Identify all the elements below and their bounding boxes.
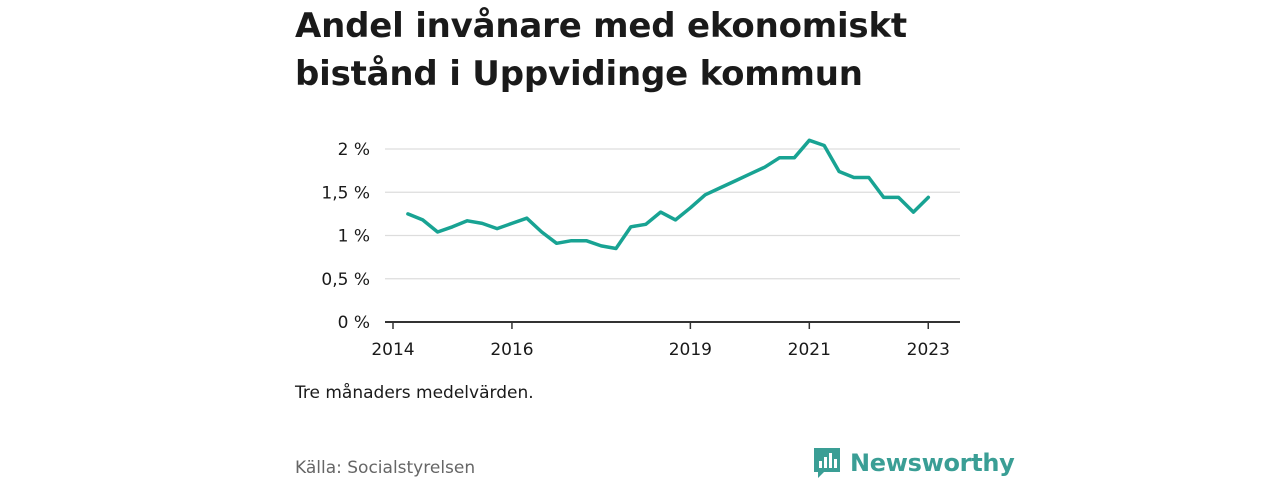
x-tick-label: 2023 — [907, 340, 950, 360]
x-tick-label: 2014 — [371, 340, 414, 360]
newsworthy-logo[interactable]: Newsworthy — [812, 446, 1015, 480]
chart-title-line-2: bistånd i Uppvidinge kommun — [295, 54, 863, 94]
source-credit: Källa: Socialstyrelsen — [295, 458, 476, 478]
x-tick-label: 2019 — [669, 340, 712, 360]
y-tick-label: 1 % — [338, 227, 370, 247]
series-line — [406, 138, 931, 251]
x-tick-label: 2021 — [788, 340, 831, 360]
chart-title: Andel invånare med ekonomiskt bistånd i … — [295, 2, 995, 98]
x-tick-label: 2016 — [490, 340, 533, 360]
y-tick-label: 2 % — [338, 140, 370, 160]
bar-chart-logo-icon — [814, 448, 840, 478]
y-tick-label: 0,5 % — [321, 270, 370, 290]
y-tick-label: 1,5 % — [321, 183, 370, 203]
chart-note: Tre månaders medelvärden. — [295, 383, 534, 403]
chart-title-line-1: Andel invånare med ekonomiskt — [295, 6, 907, 46]
brand-name: Newsworthy — [850, 449, 1015, 477]
y-tick-label: 0 % — [338, 313, 370, 333]
